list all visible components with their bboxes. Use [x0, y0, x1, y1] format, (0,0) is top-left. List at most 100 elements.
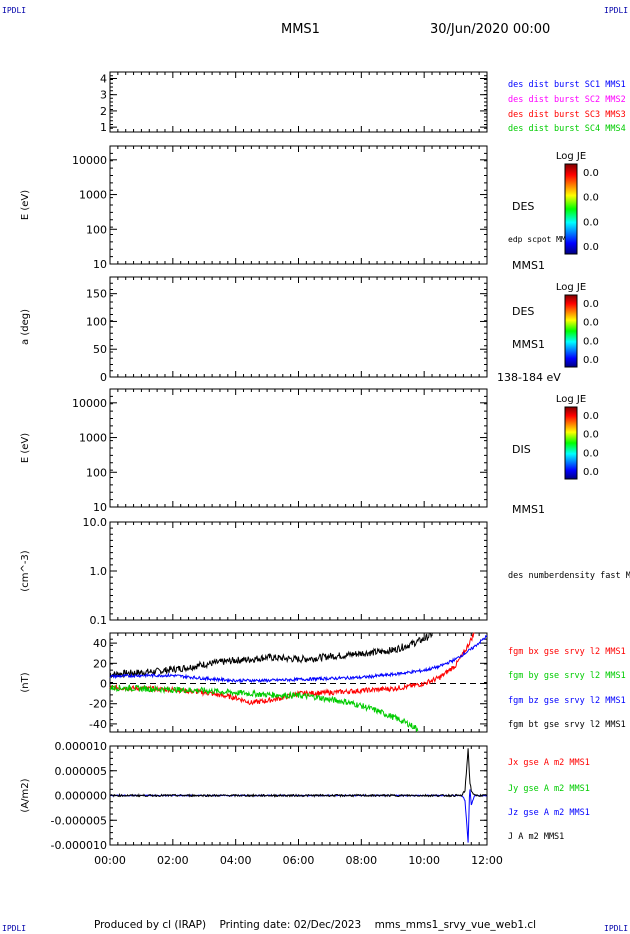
des-energy-spectrogram-colorbar-title: Log JE: [556, 151, 586, 162]
footer: Produced by cl (IRAP) Printing date: 02/…: [0, 919, 630, 931]
dis-energy-spectrogram-right-label: DIS: [512, 443, 531, 456]
des-pitch-angle-colorbar: [564, 294, 578, 368]
magnetic-field-y-tick-label: -20: [89, 698, 107, 711]
des-pitch-angle-right-label: DES: [512, 305, 534, 318]
burst-flags-y-tick-label: 4: [100, 72, 107, 85]
des-pitch-angle-y-tick-label: 0: [100, 371, 107, 384]
x-tick-label: 08:00: [345, 854, 377, 867]
current-density-series-line-0: [109, 789, 488, 843]
x-tick-label: 02:00: [157, 854, 189, 867]
des-energy-spectrogram-right-label: edp scpot MMS1: [508, 235, 576, 244]
density-y-axis-label: (cm^-3): [20, 550, 31, 591]
density-legend-label: des numberdensity fast M: [508, 571, 630, 581]
burst-flags-y-tick-label: 2: [100, 105, 107, 118]
date-time-title: 30/Jun/2020 00:00: [430, 22, 551, 37]
des-pitch-angle-y-tick-label: 50: [93, 343, 107, 356]
current-density-y-axis-label: (A/m2): [20, 778, 31, 812]
x-tick-label: 12:00: [471, 854, 503, 867]
dis-energy-spectrogram-y-tick-label: 10000: [72, 397, 107, 410]
des-energy-spectrogram-colorbar: [564, 163, 578, 255]
density-y-tick-label: 0.1: [90, 614, 108, 627]
current-density-legend-label: Jz gse A m2 MMS1: [508, 808, 590, 818]
magnetic-field-y-tick-label: 40: [93, 637, 107, 650]
current-density-legend-label: J A m2 MMS1: [508, 832, 564, 842]
density-frame: [109, 521, 488, 621]
footer-printing-date: Printing date: 02/Dec/2023: [219, 919, 362, 931]
current-density-legend-label: Jx gse A m2 MMS1: [508, 758, 590, 768]
dis-energy-spectrogram-colorbar-title: Log JE: [556, 394, 586, 405]
des-pitch-angle-right-label: MMS1: [512, 338, 545, 351]
des-pitch-angle-colorbar-tick-label: 0.0: [583, 336, 599, 347]
des-energy-spectrogram-y-axis-label: E (eV): [20, 190, 31, 220]
burst-flags-legend-label: des dist burst SC1 MMS1: [508, 80, 626, 90]
magnetic-field-legend-label: fgm by gse srvy l2 MMS1: [508, 671, 626, 681]
dis-energy-spectrogram-frame: [109, 388, 488, 508]
des-pitch-angle-y-tick-label: 150: [86, 288, 107, 301]
burst-flags-legend-label: des dist burst SC3 MMS3: [508, 110, 626, 120]
dis-energy-spectrogram-right-label: MMS1: [512, 503, 545, 516]
des-energy-spectrogram-colorbar-tick-label: 0.0: [583, 217, 599, 228]
burst-flags-y-tick-label: 3: [100, 89, 107, 102]
dis-energy-spectrogram-colorbar-tick-label: 0.0: [583, 467, 599, 478]
dis-energy-spectrogram-colorbar-tick-label: 0.0: [583, 430, 599, 441]
magnetic-field-legend-label: fgm bt gse srvy l2 MMS1: [508, 720, 626, 730]
magnetic-field-series-line-0: [109, 632, 434, 679]
corner-label-top-right: IPDLI: [604, 6, 629, 15]
des-energy-spectrogram-colorbar-tick-label: 0.0: [583, 193, 599, 204]
corner-label-top-left: IPDLI: [2, 6, 27, 15]
footer-file-name: mms_mms1_srvy_vue_web1.cl: [374, 919, 537, 931]
dis-energy-spectrogram-y-tick-label: 1000: [79, 432, 107, 445]
magnetic-field-y-axis-label: (nT): [20, 672, 31, 692]
des-energy-spectrogram-frame: [109, 145, 488, 265]
des-energy-spectrogram-y-tick-label: 10: [93, 258, 107, 271]
des-energy-spectrogram-right-label: MMS1: [512, 259, 545, 272]
des-energy-spectrogram-y-tick-label: 1000: [79, 189, 107, 202]
x-tick-label: 04:00: [220, 854, 252, 867]
magnetic-field-y-tick-label: 20: [93, 657, 107, 670]
dis-energy-spectrogram-colorbar-tick-label: 0.0: [583, 411, 599, 422]
density-y-tick-label: 10.0: [83, 516, 108, 529]
des-pitch-angle-colorbar-tick-label: 0.0: [583, 318, 599, 329]
x-tick-label: 00:00: [94, 854, 126, 867]
magnetic-field-legend-label: fgm bx gse srvy l2 MMS1: [508, 647, 626, 657]
des-energy-spectrogram-colorbar-tick-label: 0.0: [583, 242, 599, 253]
footer-produced-by: Produced by cl (IRAP): [93, 919, 207, 931]
des-pitch-angle-right-label: 138-184 eV: [497, 371, 561, 384]
magnetic-field-series-line-3: [109, 634, 488, 684]
spacecraft-title: MMS1: [281, 22, 320, 37]
current-density-series-line-1: [109, 748, 488, 798]
magnetic-field-legend-label: fgm bz gse srvy l2 MMS1: [508, 696, 626, 706]
des-pitch-angle-colorbar-tick-label: 0.0: [583, 299, 599, 310]
des-energy-spectrogram-y-tick-label: 10000: [72, 154, 107, 167]
current-density-legend-label: Jy gse A m2 MMS1: [508, 784, 590, 794]
corner-label-bottom-left: IPDLI: [2, 924, 27, 933]
des-energy-spectrogram-colorbar-tick-label: 0.0: [583, 168, 599, 179]
burst-flags-y-tick-label: 1: [100, 121, 107, 134]
current-density-y-tick-label: -0.000010: [51, 839, 107, 852]
magnetic-field-y-tick-label: 0: [100, 678, 107, 691]
magnetic-field-series-line-2: [109, 684, 419, 733]
burst-flags-frame: [109, 71, 488, 133]
current-density-y-tick-label: -0.000005: [51, 814, 107, 827]
dis-energy-spectrogram-y-tick-label: 100: [86, 466, 107, 479]
x-tick-label: 06:00: [283, 854, 315, 867]
dis-energy-spectrogram-colorbar: [564, 406, 578, 480]
density-y-tick-label: 1.0: [90, 565, 108, 578]
des-pitch-angle-y-axis-label: a (deg): [20, 309, 31, 345]
des-pitch-angle-colorbar-title: Log JE: [556, 282, 586, 293]
dis-energy-spectrogram-y-axis-label: E (eV): [20, 433, 31, 463]
des-pitch-angle-colorbar-tick-label: 0.0: [583, 355, 599, 366]
des-energy-spectrogram-y-tick-label: 100: [86, 223, 107, 236]
des-pitch-angle-y-tick-label: 100: [86, 315, 107, 328]
des-pitch-angle-frame: [109, 276, 488, 378]
burst-flags-legend-label: des dist burst SC4 MMS4: [508, 124, 626, 134]
burst-flags-legend-label: des dist burst SC2 MMS2: [508, 95, 626, 105]
magnetic-field-y-tick-label: -40: [89, 718, 107, 731]
x-tick-label: 10:00: [408, 854, 440, 867]
current-density-y-tick-label: 0.000010: [55, 740, 108, 753]
des-energy-spectrogram-right-label: DES: [512, 200, 534, 213]
current-density-y-tick-label: 0.000000: [55, 790, 108, 803]
corner-label-bottom-right: IPDLI: [604, 924, 629, 933]
dis-energy-spectrogram-y-tick-label: 10: [93, 501, 107, 514]
